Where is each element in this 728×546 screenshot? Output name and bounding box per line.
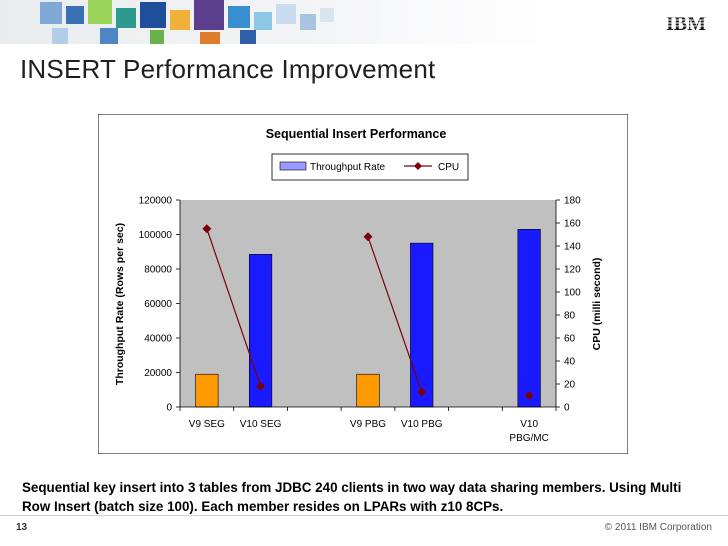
page-title: INSERT Performance Improvement bbox=[20, 54, 436, 84]
ibm-logo-text: IBM bbox=[666, 13, 706, 35]
y-axis-label: Throughput Rate (Rows per sec) bbox=[114, 223, 126, 385]
cpu-line-segment bbox=[367, 236, 423, 393]
decorative-tile-graphic bbox=[40, 0, 334, 44]
legend-throughput-swatch bbox=[279, 161, 307, 171]
y2-axis-label: CPU (milli second) bbox=[591, 258, 603, 351]
header-banner: IBM bbox=[0, 0, 728, 44]
y2-tick-label: 40 bbox=[564, 357, 576, 368]
throughput-bar bbox=[356, 373, 380, 408]
y2-tick-label: 120 bbox=[564, 265, 581, 276]
cpu-point bbox=[256, 381, 266, 391]
x-tick-label: V10 bbox=[520, 419, 538, 430]
y2-tick-label: 20 bbox=[564, 380, 576, 391]
legend-throughput-label: Throughput Rate bbox=[310, 162, 385, 173]
x-tick-label: PBG/MC bbox=[509, 433, 548, 444]
y2-tick-label: 60 bbox=[564, 334, 576, 345]
x-axis-ticks: V9 SEG V10 SEG V9 PBG V10 PBG V10 PBG/MC bbox=[179, 407, 557, 444]
y2-tick-label: 160 bbox=[564, 219, 581, 230]
sequential-insert-chart: Sequential Insert Performance Throughput… bbox=[98, 114, 628, 454]
throughput-bar bbox=[410, 242, 434, 408]
y-tick-label: 120000 bbox=[139, 196, 173, 207]
y2-tick-label: 0 bbox=[564, 403, 570, 414]
chart-legend: Throughput Rate CPU bbox=[271, 153, 469, 181]
y2-tick-label: 180 bbox=[564, 196, 581, 207]
y-tick-label: 40000 bbox=[144, 334, 172, 345]
y-tick-label: 0 bbox=[166, 403, 172, 414]
chart-title: Sequential Insert Performance bbox=[266, 127, 447, 141]
y2-tick-label: 80 bbox=[564, 311, 576, 322]
x-tick-label: V10 SEG bbox=[240, 419, 282, 430]
y-tick-label: 20000 bbox=[144, 368, 172, 379]
chart-axes bbox=[179, 200, 557, 408]
cpu-line-series bbox=[202, 224, 534, 400]
copyright-notice: © 2011 IBM Corporation bbox=[604, 522, 712, 533]
cpu-point bbox=[524, 391, 534, 400]
y2-tick-label: 140 bbox=[564, 242, 581, 253]
y2-axis-ticks: 0 20 40 60 80 100 120 140 160 180 bbox=[556, 196, 581, 414]
ibm-logo: IBM bbox=[656, 10, 716, 36]
cpu-point bbox=[202, 224, 212, 234]
y-tick-label: 80000 bbox=[144, 265, 172, 276]
legend-cpu-marker bbox=[414, 162, 422, 170]
y2-tick-label: 100 bbox=[564, 288, 581, 299]
legend-cpu-label: CPU bbox=[438, 162, 459, 173]
x-tick-label: V10 PBG bbox=[401, 419, 443, 430]
throughput-bar bbox=[517, 229, 541, 408]
footer-divider bbox=[0, 515, 728, 516]
x-tick-label: V9 PBG bbox=[350, 419, 386, 430]
legend-box bbox=[271, 153, 469, 181]
cpu-point bbox=[417, 387, 427, 397]
slide-caption: Sequential key insert into 3 tables from… bbox=[22, 480, 682, 514]
y-tick-label: 100000 bbox=[139, 230, 173, 241]
y-tick-label: 60000 bbox=[144, 299, 172, 310]
cpu-point bbox=[363, 232, 373, 242]
x-tick-label: V9 SEG bbox=[189, 419, 225, 430]
page-number: 13 bbox=[16, 522, 28, 533]
cpu-line-segment bbox=[206, 228, 262, 387]
throughput-bar bbox=[195, 373, 219, 408]
y-axis-ticks: 0 20000 40000 60000 80000 100000 120000 bbox=[139, 196, 180, 414]
